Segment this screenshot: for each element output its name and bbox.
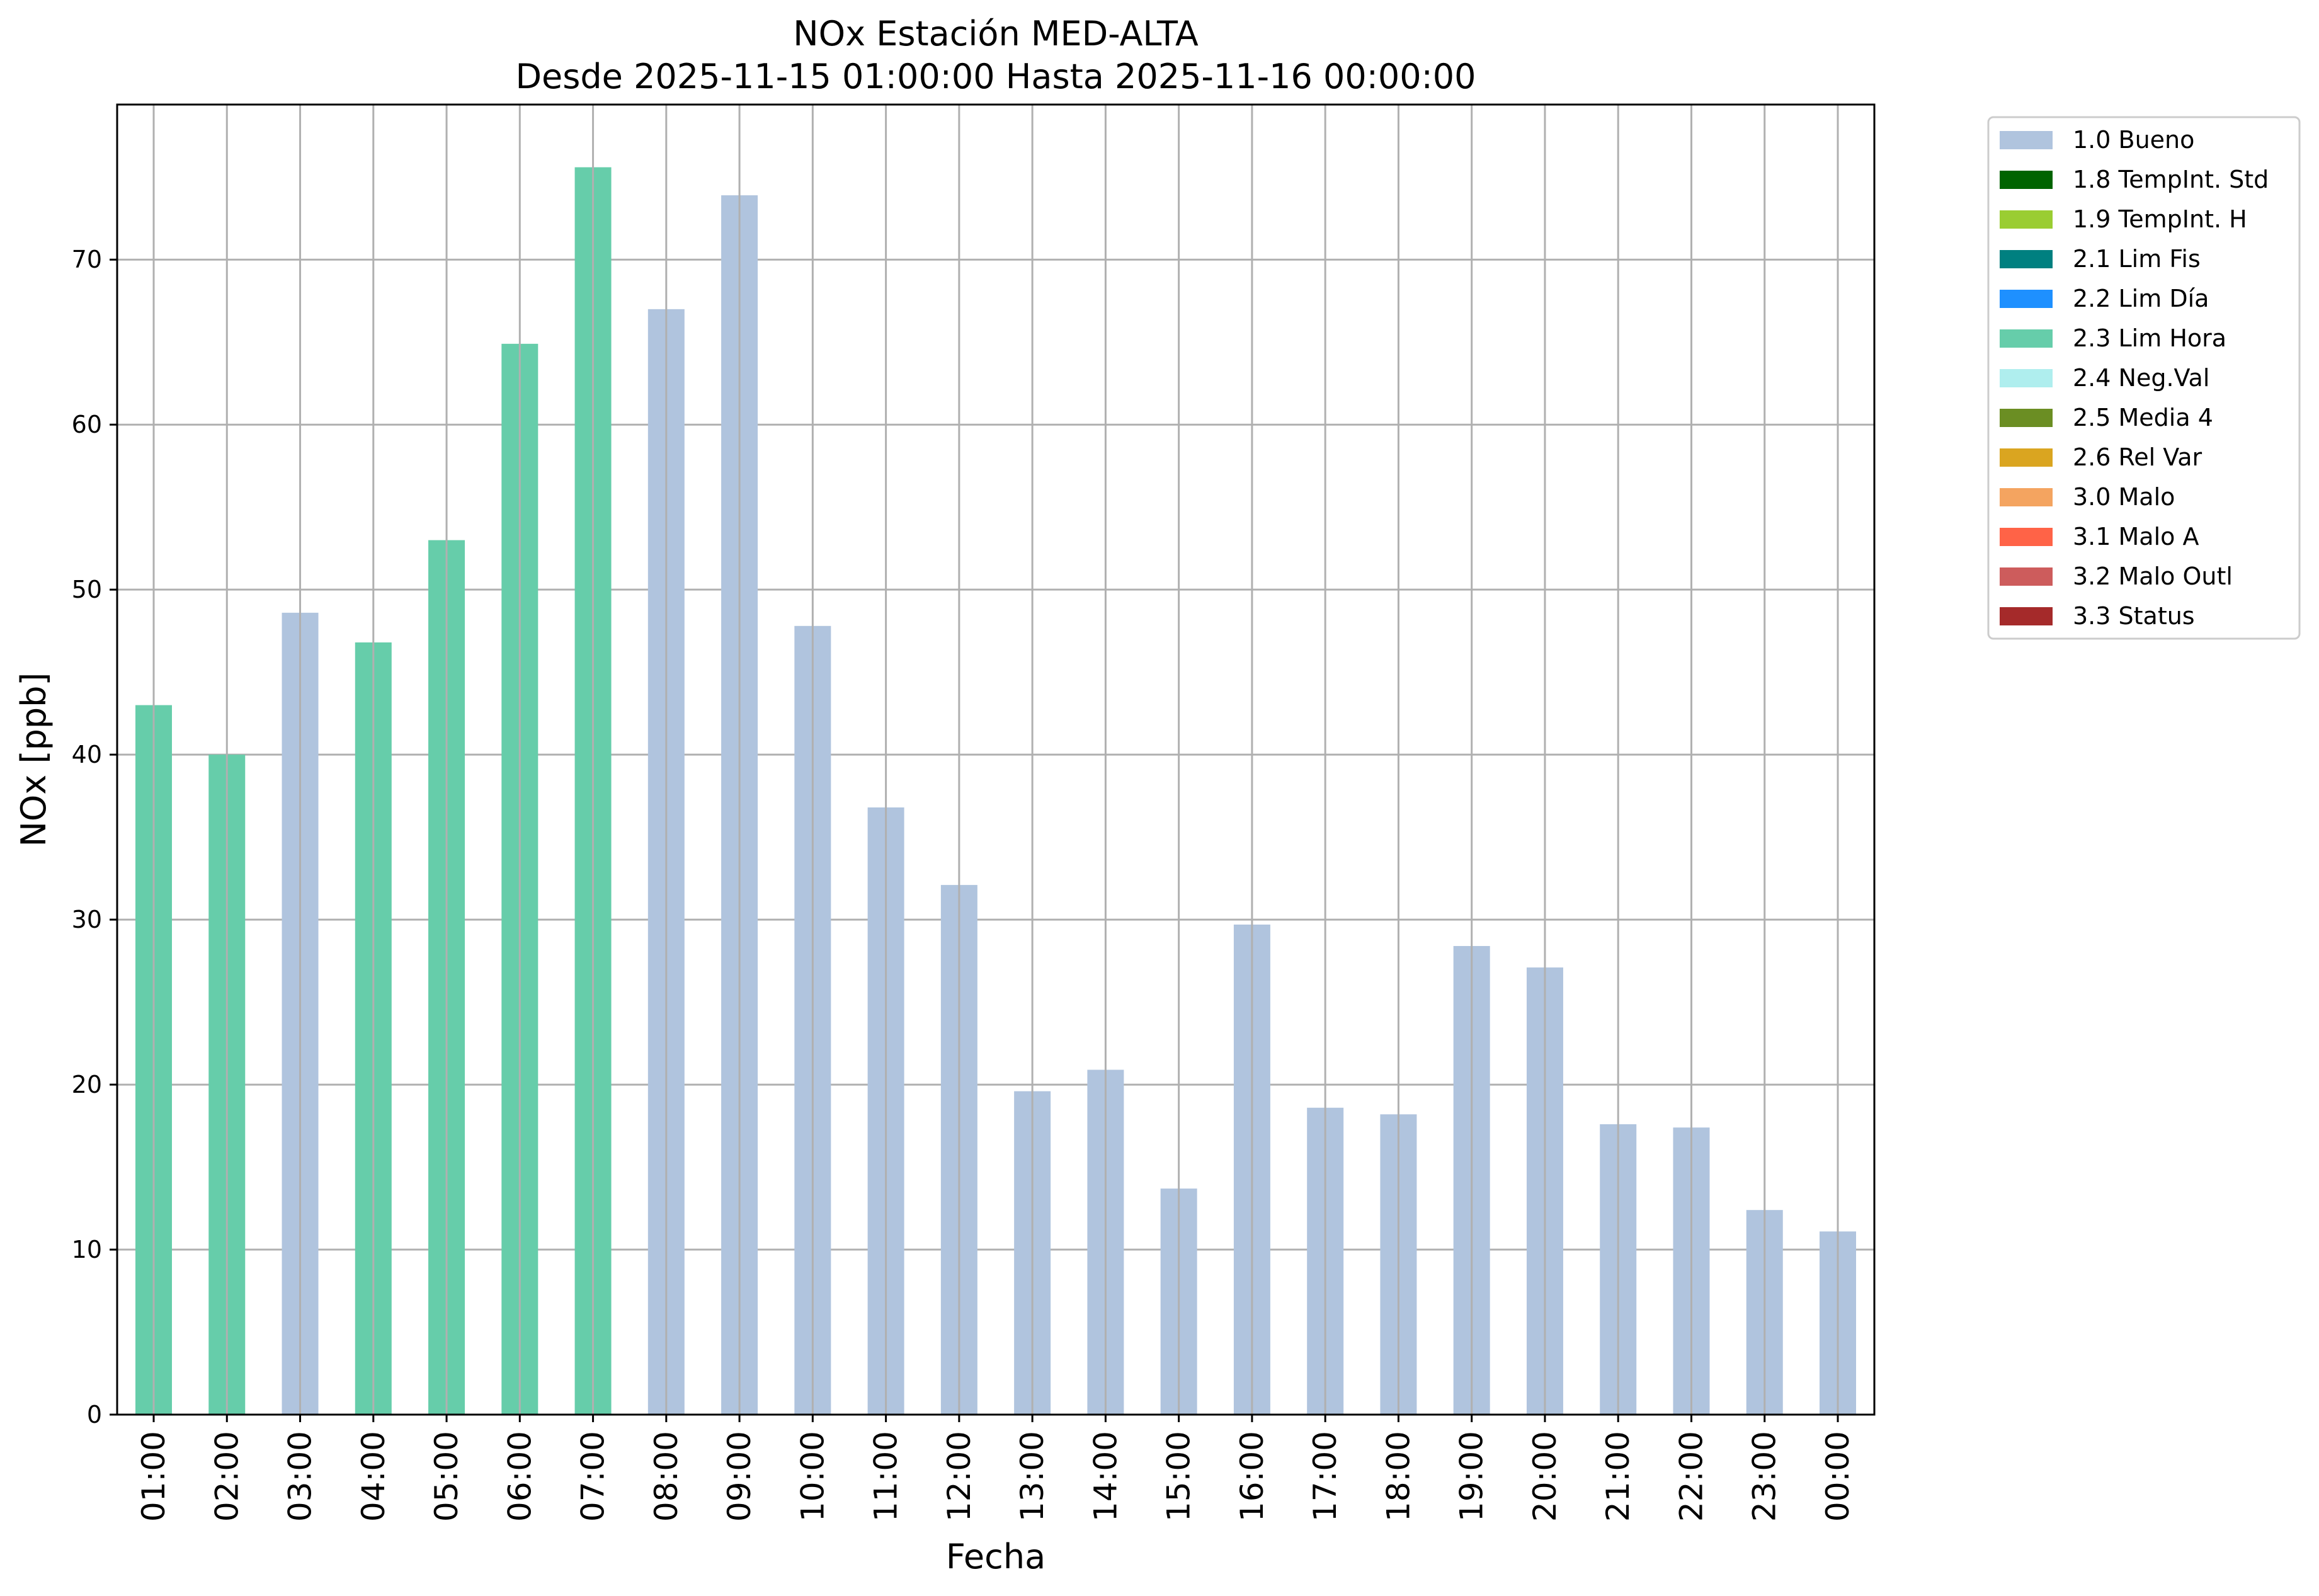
legend-label: 3.0 Malo — [2073, 483, 2175, 511]
legend-swatch — [2000, 250, 2053, 268]
x-tick-label: 02:00 — [208, 1431, 245, 1522]
legend-swatch — [2000, 369, 2053, 387]
legend-swatch — [2000, 567, 2053, 586]
legend-label: 1.0 Bueno — [2073, 126, 2194, 154]
legend-items: 1.0 Bueno 1.8 TempInt. Std 1.9 TempInt. H 2… — [2000, 126, 2269, 630]
x-tick-label: 22:00 — [1673, 1431, 1709, 1522]
x-tick-label: 13:00 — [1014, 1431, 1051, 1522]
legend-frame — [1987, 116, 2301, 640]
legend-swatch — [2000, 210, 2053, 229]
x-tick-label: 16:00 — [1234, 1431, 1270, 1522]
x-tick-label: 12:00 — [941, 1431, 977, 1522]
legend-label: 2.5 Media 4 — [2073, 404, 2213, 431]
legend-label: 2.1 Lim Fis — [2073, 245, 2201, 273]
x-tick-label: 15:00 — [1161, 1431, 1197, 1522]
x-tick-label: 11:00 — [868, 1431, 904, 1522]
x-tick-label: 21:00 — [1600, 1431, 1636, 1522]
y-tick-label: 40 — [72, 741, 102, 768]
legend-swatch — [2000, 290, 2053, 308]
x-tick-label: 10:00 — [794, 1431, 831, 1522]
legend-swatch — [2000, 488, 2053, 506]
y-tick-label: 70 — [72, 246, 102, 273]
x-tick-label: 23:00 — [1746, 1431, 1783, 1522]
x-tick-label: 06:00 — [501, 1431, 538, 1522]
x-tick-label: 00:00 — [1820, 1431, 1856, 1522]
legend: 1.0 Bueno 1.8 TempInt. Std 1.9 TempInt. H 2… — [1987, 116, 2301, 640]
x-tick-label: 05:00 — [428, 1431, 465, 1522]
legend-swatch — [2000, 329, 2053, 348]
y-tick-label: 30 — [72, 906, 102, 933]
plot-frame — [116, 103, 1876, 1416]
legend-swatch — [2000, 607, 2053, 625]
x-axis-label: Fecha — [946, 1537, 1046, 1576]
x-tick-label: 19:00 — [1454, 1431, 1490, 1522]
x-tick-label: 18:00 — [1380, 1431, 1416, 1522]
legend-swatch — [2000, 409, 2053, 427]
y-tick-label: 0 — [87, 1401, 102, 1428]
chart-subtitle: Desde 2025-11-15 01:00:00 Hasta 2025-11-… — [515, 57, 1476, 96]
legend-label: 2.3 Lim Hora — [2073, 324, 2226, 352]
x-tick-label: 07:00 — [575, 1431, 612, 1522]
y-tick-label: 10 — [72, 1236, 102, 1263]
legend-label: 3.3 Status — [2073, 602, 2195, 630]
x-tick-label: 01:00 — [135, 1431, 172, 1522]
chart-title: NOx Estación MED-ALTA — [793, 14, 1199, 54]
grid-layer — [117, 258, 1874, 1416]
y-tick-label: 60 — [72, 411, 102, 438]
legend-label: 2.4 Neg.Val — [2073, 364, 2209, 392]
y-tick-label: 20 — [72, 1071, 102, 1098]
x-tick-label: 09:00 — [721, 1431, 758, 1522]
x-axis-ticks: 01:00 02:00 03:00 04:00 05:00 06:00 07:00 08:00… — [135, 1415, 1856, 1522]
legend-label: 3.2 Malo Outl — [2073, 562, 2233, 590]
legend-swatch — [2000, 171, 2053, 189]
y-axis-ticks: 0 10 20 30 40 50 60 70 — [72, 246, 117, 1428]
x-tick-label: 20:00 — [1527, 1431, 1563, 1522]
legend-swatch — [2000, 528, 2053, 546]
x-tick-label: 04:00 — [355, 1431, 392, 1522]
y-axis-label: NOx [ppb] — [14, 673, 54, 847]
legend-swatch — [2000, 448, 2053, 467]
x-tick-label: 17:00 — [1307, 1431, 1343, 1522]
x-tick-label: 14:00 — [1087, 1431, 1124, 1522]
legend-label: 1.8 TempInt. Std — [2073, 166, 2269, 193]
x-tick-label: 03:00 — [282, 1431, 319, 1522]
bar-layer — [135, 105, 1856, 1415]
legend-label: 3.1 Malo A — [2073, 523, 2199, 550]
legend-label: 1.9 TempInt. H — [2073, 205, 2247, 233]
x-tick-label: 08:00 — [648, 1431, 685, 1522]
legend-swatch — [2000, 131, 2053, 149]
legend-label: 2.2 Lim Día — [2073, 285, 2209, 312]
y-tick-label: 50 — [72, 576, 102, 603]
legend-label: 2.6 Rel Var — [2073, 443, 2202, 471]
